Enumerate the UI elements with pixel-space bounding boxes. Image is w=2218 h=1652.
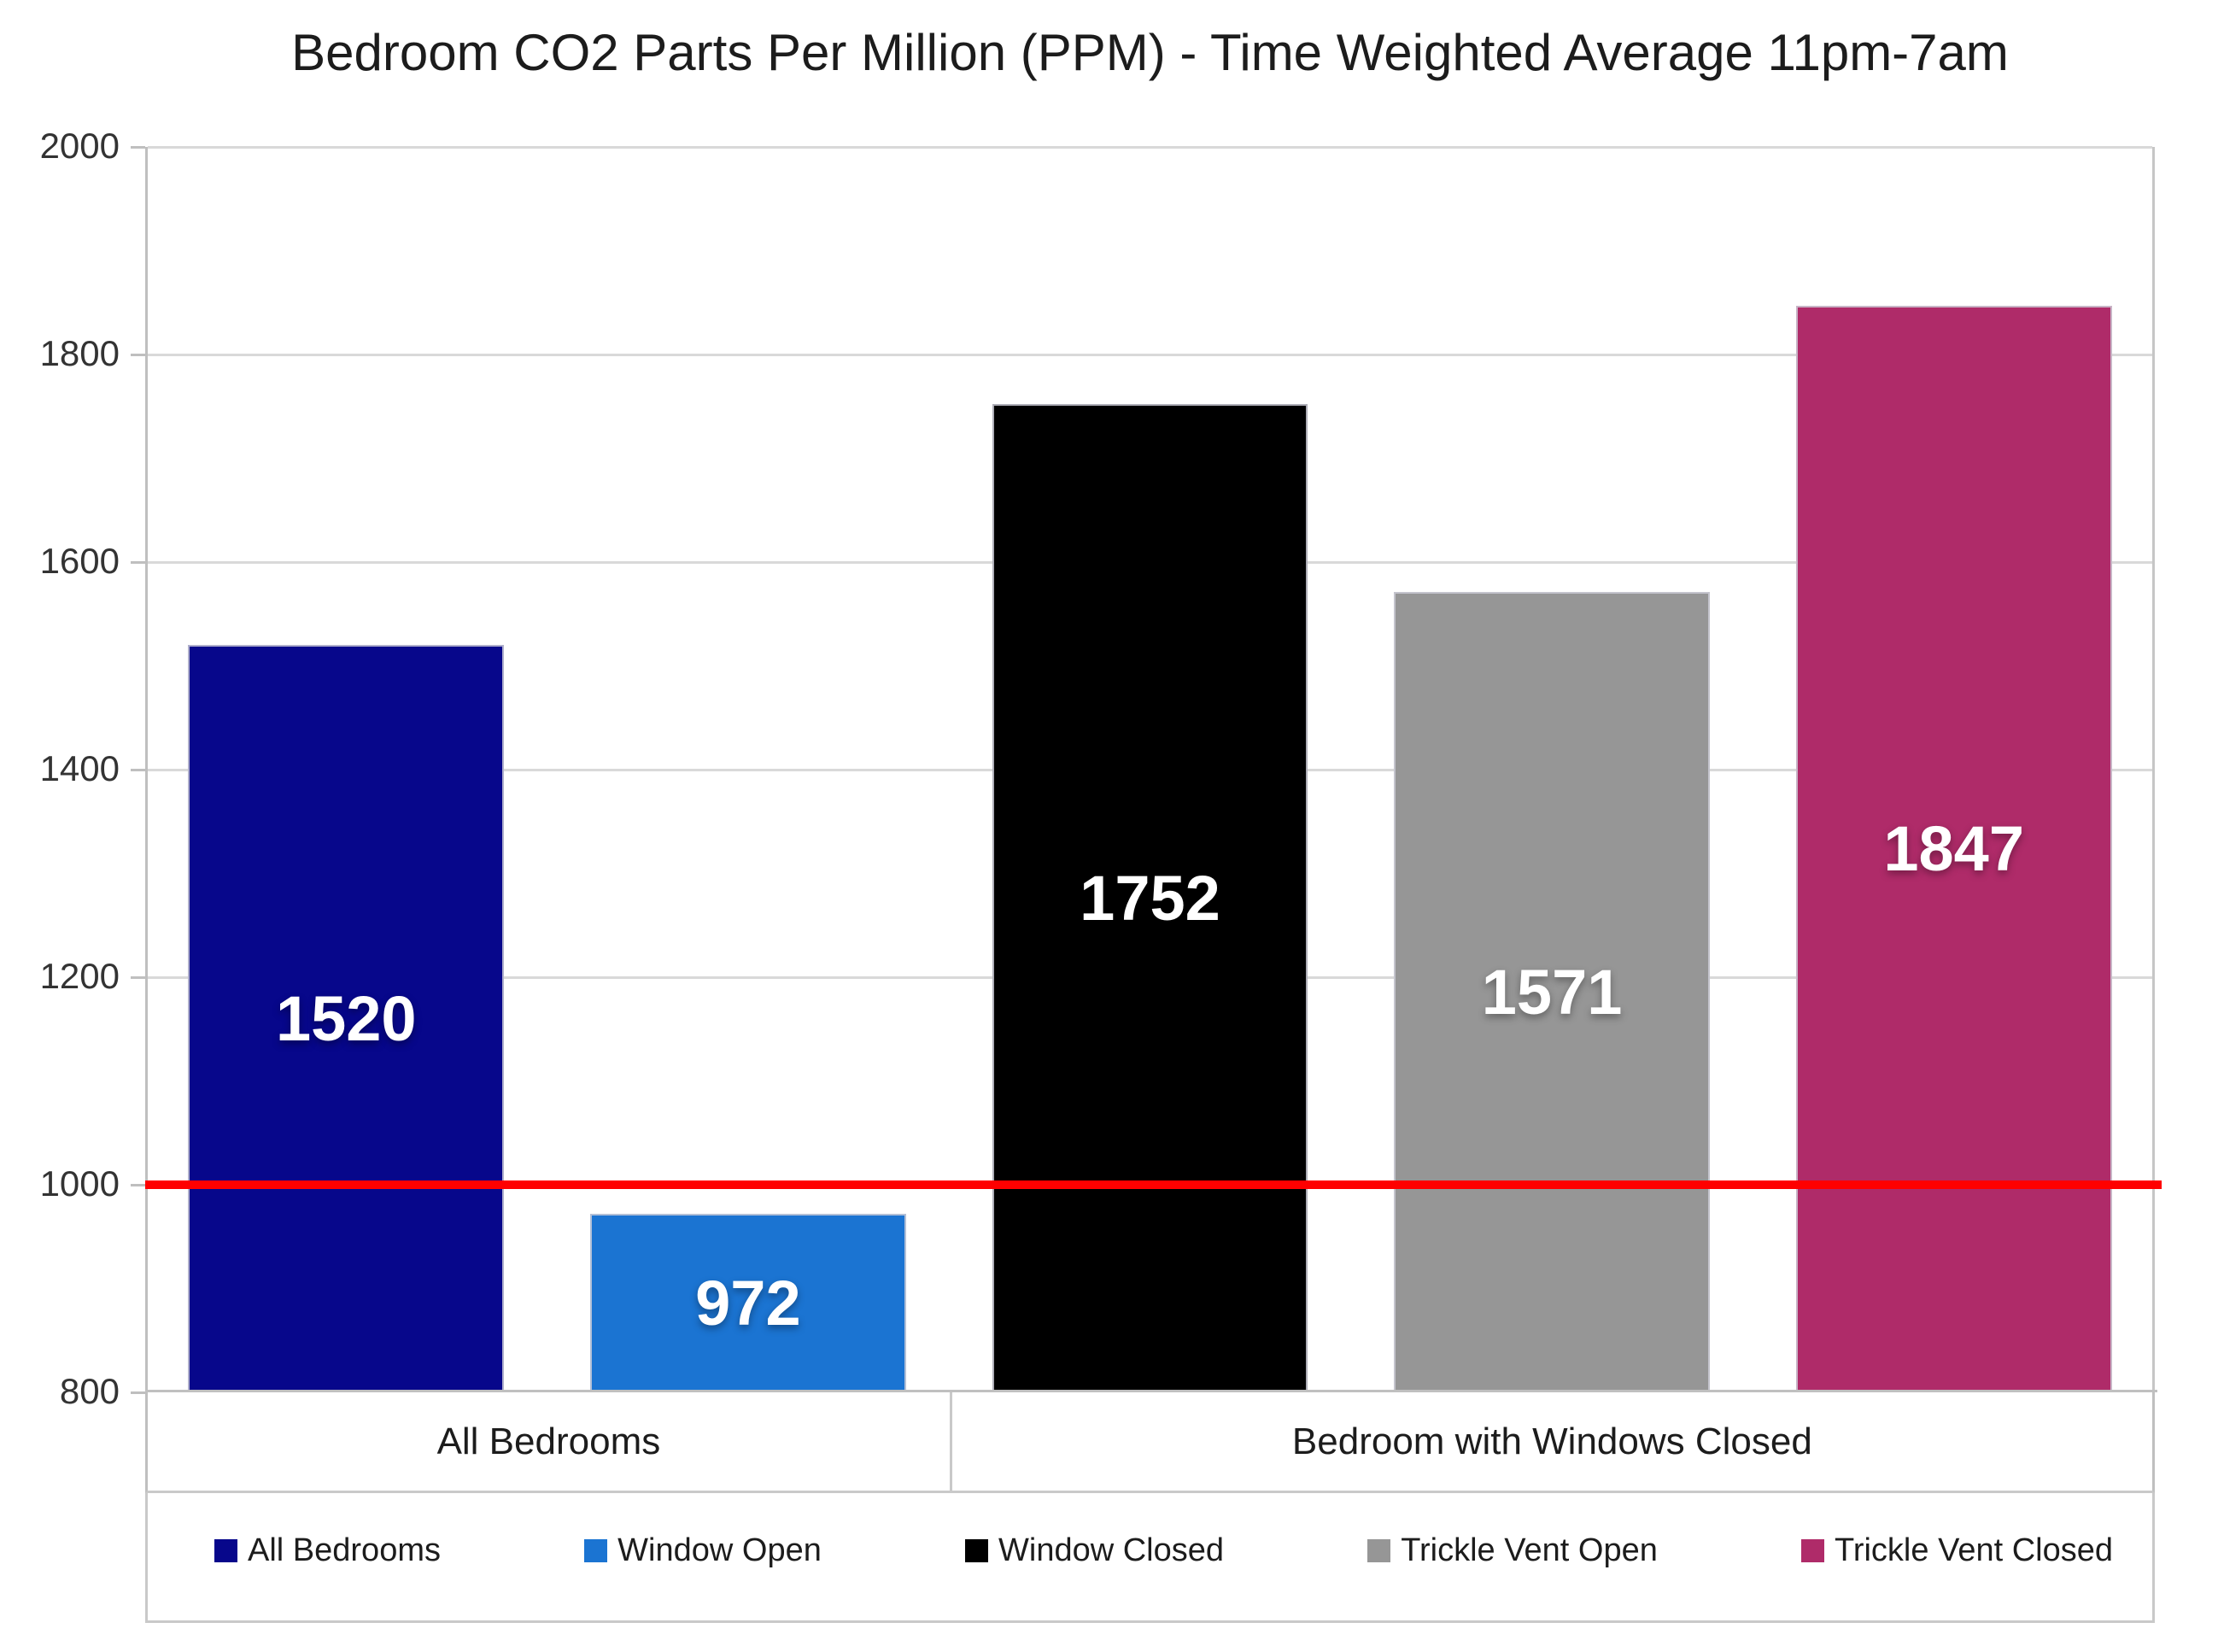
- category-cell-all-bedrooms: All Bedrooms: [148, 1392, 950, 1491]
- legend-marker-icon: [584, 1539, 608, 1562]
- legend-label: Window Closed: [998, 1532, 1225, 1568]
- bar-value-label: 1752: [1080, 863, 1220, 934]
- bar-value-label: 1571: [1481, 957, 1623, 1028]
- x-axis-line: [145, 1390, 2157, 1392]
- bar-value-label: 1520: [275, 983, 417, 1055]
- category-label: Bedroom with Windows Closed: [1291, 1420, 1812, 1462]
- legend-label: All Bedrooms: [248, 1532, 441, 1568]
- legend-marker-icon: [1801, 1539, 1825, 1562]
- y-tick-mark: [131, 975, 145, 979]
- bar-trickle-vent-closed: 1847: [1795, 305, 2112, 1392]
- legend-item-window-open: Window Open: [584, 1532, 822, 1569]
- y-tick-mark: [131, 1391, 145, 1394]
- legend-label: Window Open: [617, 1532, 822, 1568]
- category-cell-bedroom-with-windows-closed: Bedroom with Windows Closed: [949, 1392, 2152, 1491]
- y-tick-label: 1000: [39, 1163, 120, 1204]
- legend: All Bedrooms Window Open Window Closed Tric…: [145, 1493, 2155, 1623]
- gridline-2000: [148, 145, 2152, 149]
- gridline-1800: [148, 353, 2152, 356]
- legend-label: Trickle Vent Closed: [1835, 1532, 2113, 1568]
- legend-marker-icon: [965, 1539, 989, 1562]
- category-label: All Bedrooms: [436, 1420, 661, 1462]
- y-tick-label: 2000: [39, 126, 120, 167]
- y-tick-label: 1400: [39, 748, 120, 789]
- bar-value-label: 972: [695, 1268, 801, 1339]
- bar-window-open: 972: [589, 1214, 906, 1392]
- y-tick-mark: [131, 145, 145, 149]
- y-tick-label: 800: [59, 1371, 120, 1412]
- y-tick-label: 1200: [39, 956, 120, 997]
- legend-label: Trickle Vent Open: [1401, 1532, 1658, 1568]
- y-tick-mark: [131, 353, 145, 356]
- legend-item-window-closed: Window Closed: [965, 1532, 1224, 1569]
- category-axis: All Bedrooms Bedroom with Windows Closed: [145, 1392, 2155, 1493]
- legend-item-all-bedrooms: All Bedrooms: [214, 1532, 441, 1569]
- bar-window-closed: 1752: [992, 404, 1308, 1392]
- bar-all-bedrooms: 1520: [188, 645, 505, 1392]
- y-tick-mark: [131, 768, 145, 771]
- bar-value-label: 1847: [1883, 813, 2024, 885]
- y-tick-mark: [131, 560, 145, 564]
- legend-item-trickle-vent-closed: Trickle Vent Closed: [1801, 1532, 2113, 1569]
- reference-line: [145, 1180, 2162, 1189]
- legend-marker-icon: [1367, 1539, 1391, 1562]
- y-tick-label: 1600: [39, 541, 120, 582]
- bar-trickle-vent-open: 1571: [1394, 592, 1711, 1392]
- legend-item-trickle-vent-open: Trickle Vent Open: [1367, 1532, 1658, 1569]
- chart-title: Bedroom CO2 Parts Per Million (PPM) - Ti…: [291, 24, 2009, 81]
- y-tick-mark: [131, 1183, 145, 1186]
- legend-marker-icon: [214, 1539, 237, 1562]
- y-tick-label: 1800: [39, 333, 120, 374]
